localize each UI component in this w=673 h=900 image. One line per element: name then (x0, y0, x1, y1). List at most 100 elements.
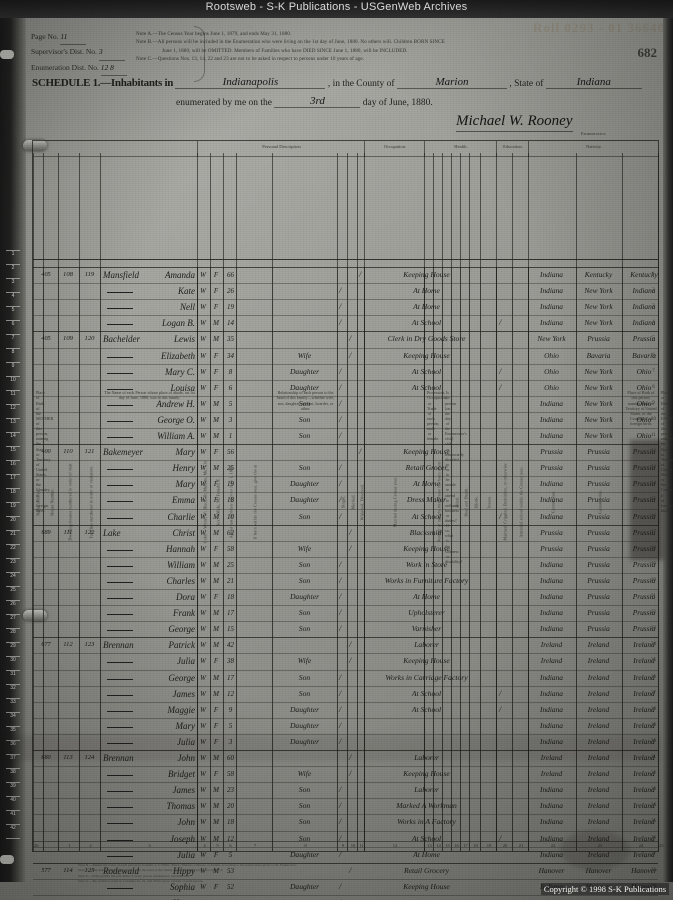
column-number: 13 (425, 841, 434, 851)
cell-sex: M (213, 818, 219, 827)
supervisor-dist-label: Supervisor's Dist. No. (31, 47, 97, 57)
row-number: 9 (652, 400, 655, 406)
cell-relationship: Son (298, 785, 311, 795)
table-row[interactable]: George W M 17 Son Works in Carriage Factory In… (33, 669, 658, 686)
table-row[interactable]: Louisa W F 6 Daughter At School Ohio New York Oh… (33, 379, 658, 396)
table-row[interactable]: 689 111 122 Lake Christ W M 62 Blacksmith Prussia… (33, 524, 658, 541)
table-row[interactable]: James W M 12 Son At School Indiana Ireland Irela… (33, 685, 658, 702)
table-row[interactable]: Henry W M 25 Son Retail Grocer Prussia Prussia P… (33, 460, 658, 476)
table-row[interactable]: Thomas W M 20 Son Marked A Workman Indiana Irel… (33, 798, 658, 814)
cell-birthplace-father: Prussia (587, 624, 610, 634)
table-row[interactable]: James W M 23 Son Laborer Indiana Ireland Ireland… (33, 782, 658, 798)
table-row[interactable]: Mary W F 5 Daughter Indiana Ireland Ireland / 29 (33, 717, 658, 734)
table-row[interactable]: Joseph W M 12 Son At School Indiana Ireland Irel… (33, 830, 658, 847)
cell-house-number (35, 670, 57, 686)
table-row[interactable]: Mary W F 19 Daughter At Home Indiana Prussia Pru… (33, 476, 658, 492)
table-row[interactable]: Charles W M 21 Son Works in Furniture Factory… (33, 572, 658, 589)
cell-sex: M (213, 834, 219, 843)
ruler-tick: 20 (10, 517, 16, 523)
table-row[interactable]: Hannah W F 58 Wife Keeping House Prussia Prussi… (33, 540, 658, 557)
cell-birthplace-person: Indiana (540, 479, 563, 489)
cell-birthplace-mother: Ohio (636, 414, 652, 424)
table-row[interactable]: William A. W M 1 Son Indiana New York Ohio / 11 (33, 428, 658, 444)
tick-single: / (339, 736, 342, 746)
tick-single: / (339, 592, 342, 601)
cell-relationship: Daughter (289, 479, 320, 489)
ditto-dash (107, 598, 133, 599)
table-row[interactable]: Frank W M 17 Son Upholsterer Indiana Prussia Pru… (33, 605, 658, 621)
row-number: 6 (652, 352, 655, 358)
cell-occupation: Retail Grocer (405, 463, 448, 473)
column-number: 9 (338, 841, 348, 851)
table-row[interactable]: William W M 25 Son Work in Store Indiana Prussi… (33, 556, 658, 573)
ruler-tick: 30 (10, 657, 16, 663)
table-row[interactable]: Kate W F 26 At Home Indiana New York Indiana / 2 (33, 283, 658, 299)
table-row[interactable]: Julia W F 38 Wife Keeping House Ireland Ireland… (33, 653, 658, 669)
cell-house-number (35, 879, 57, 895)
column-number: 17 (461, 841, 470, 851)
group-header: Personal Description (197, 141, 365, 157)
ditto-dash (107, 694, 133, 696)
row-rule (33, 782, 658, 784)
cell-dwelling-number (58, 879, 78, 895)
cell-age: 1 (228, 432, 233, 440)
cell-occupation: At Home (413, 286, 440, 296)
cell-occupation: At School (411, 704, 442, 714)
cell-relationship: Son (298, 414, 311, 424)
table-row[interactable]: 400 110 121 Bakemeyer Mary W F 56 Keeping House P… (33, 444, 658, 460)
group-header: Nativity. (528, 141, 659, 157)
table-row[interactable]: HenryWM16 Son Works in Store IndianaHanover… (33, 894, 658, 900)
table-row[interactable]: 577 114 125 Rodewald Hippy W M 53 Retail Grocery… (33, 862, 658, 879)
table-row[interactable]: Julia W F 3 Daughter Indiana Ireland Ireland / 30 (33, 733, 658, 750)
table-row[interactable]: Julia W F 5 Daughter At Home Indiana Ireland Ire… (33, 846, 658, 863)
cell-color: W (200, 432, 206, 440)
table-row[interactable]: 405 109 120 Bachelder Lewis W M 35 Clerk in Dry … (33, 331, 658, 347)
cell-sex: M (213, 609, 219, 618)
ditto-dash (107, 662, 133, 664)
cell-sex: M (213, 673, 219, 682)
table-row[interactable]: George W M 15 Son Varnisher Indiana Prussia Prus… (33, 621, 658, 637)
cell-sex: M (213, 319, 219, 328)
cell-birthplace-father: New York (584, 366, 613, 376)
cell-dwelling-number (58, 541, 78, 557)
cell-color: W (200, 689, 206, 698)
table-row[interactable]: Maggie W F 9 Daughter At School Indiana Ireland… (33, 701, 658, 718)
table-row[interactable]: Charlie W M 10 Son At School Indiana Prussia Pru… (33, 508, 658, 525)
cell-color: W (200, 560, 206, 569)
column-number: 5 (211, 841, 224, 851)
table-row[interactable]: George O. W M 3 Son Indiana New York Ohio / 10 (33, 411, 658, 428)
enumerated-prefix: enumerated by me on the (176, 98, 273, 108)
header-notes: Note A.—The Census Year begins June 1, 1… (136, 30, 591, 63)
cell-color: W (200, 593, 206, 601)
table-row[interactable]: Nell W F 19 At Home Indiana New York Indiana / 3 (33, 299, 658, 315)
binder-hole-bottom (23, 610, 47, 621)
table-row[interactable]: 405 108 119 Mansfield Amanda W F 66 Keeping Hous… (33, 267, 658, 283)
table-row[interactable]: Emma W F 18 Daughter Dress Maker Indiana Prussi… (33, 492, 658, 508)
cell-birthplace-mother: Ireland (633, 849, 655, 859)
cell-given-name: Joseph (170, 833, 195, 844)
cell-birthplace-father: Prussia (587, 511, 610, 521)
cell-family-number (79, 557, 100, 573)
table-row[interactable]: Bridget W F 58 Wife Keeping House Ireland Irela… (33, 766, 658, 782)
cell-given-name: Hannah (166, 543, 195, 554)
column-header-label: Relationship of each person to the head … (276, 390, 335, 411)
column-number: 18 (470, 841, 481, 851)
cell-age: 19 (227, 303, 234, 312)
table-row[interactable]: Andrew H. W M 5 Son Indiana New York Ohio / 9 (33, 395, 658, 412)
table-row[interactable]: Elizabeth W F 34 Wife Keeping House Ohio Bavari… (33, 347, 658, 364)
cell-birthplace-father: Hanover (585, 865, 612, 875)
table-row[interactable]: 677 112 123 Brennan Patrick W M 42 Laborer Irelan… (33, 637, 658, 653)
cell-color: W (200, 818, 206, 827)
table-row[interactable]: Mary C. W F 8 Daughter At School Ohio New York O… (33, 363, 658, 380)
cell-color: W (200, 383, 206, 392)
cell-age: 53 (227, 866, 234, 875)
table-row[interactable]: John W M 18 Son Works in A Factory Indiana Irel… (33, 814, 658, 830)
state-label: , State of (509, 79, 544, 89)
table-row[interactable]: 680 113 124 Brennan John W M 60 Laborer Ireland Ir… (33, 750, 658, 766)
table-row[interactable]: Dora W F 18 Daughter At Home Indiana Prussia Pru… (33, 589, 658, 605)
ditto-dash (107, 726, 133, 728)
table-row[interactable]: Logan B. W M 14 At School Indiana New York Indi… (33, 315, 658, 331)
row-rule (33, 733, 658, 735)
cell-color: W (200, 335, 206, 344)
row-number: 19 (651, 561, 656, 567)
